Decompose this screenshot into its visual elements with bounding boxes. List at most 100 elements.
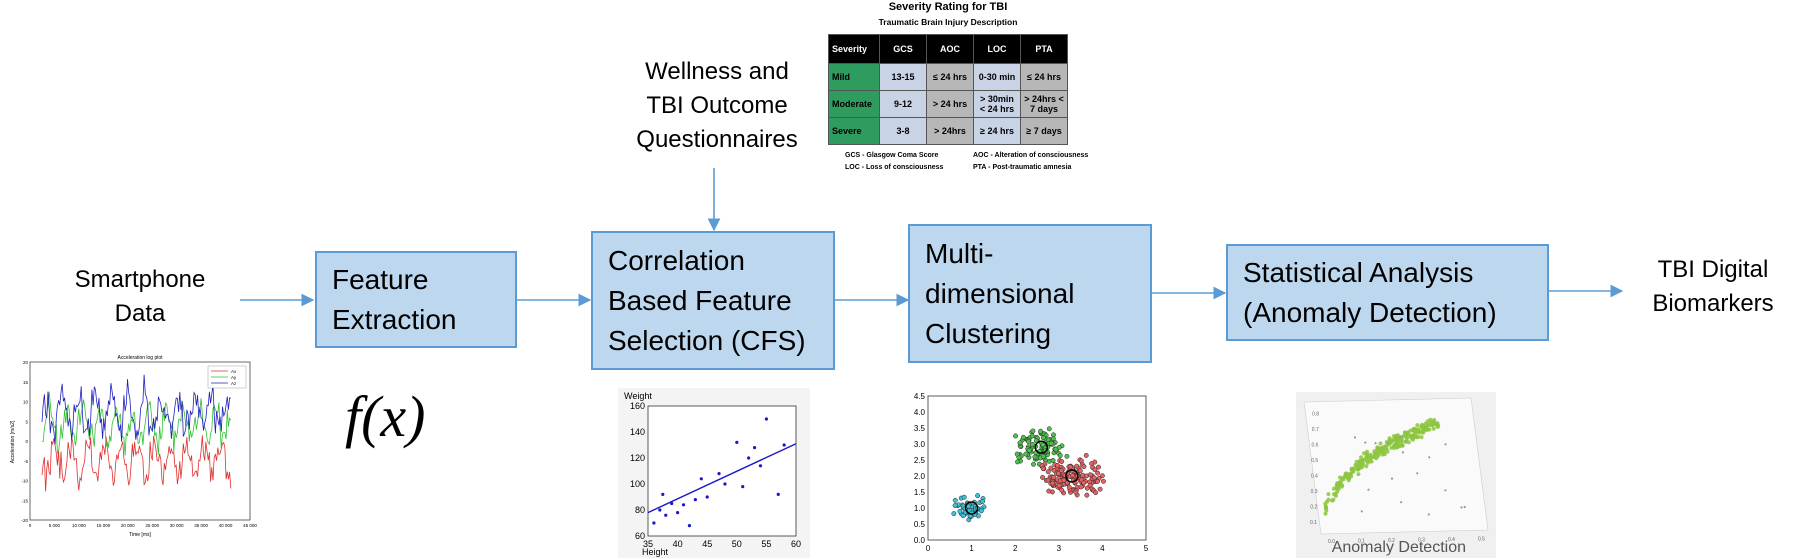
cluster-ytick-label: 4.5 [914,392,926,401]
cluster-xtick-label: 2 [1013,544,1018,553]
table-header-cell: AOC [926,34,974,64]
anomaly-point [1370,455,1375,460]
cluster-point [1023,451,1029,457]
hw-point [652,521,656,525]
hw-ytick-label: 140 [630,427,645,437]
cluster-point [1038,428,1044,434]
anomaly-ytick-label: 0.7 [1312,427,1319,433]
anomaly-ytick-label: 0.3 [1311,489,1318,495]
anomaly-outlier-point [1390,477,1394,480]
anomaly-point [1422,427,1427,432]
cluster-point [1026,439,1031,445]
anomaly-point [1326,492,1331,497]
table-cell: Mild [828,63,880,91]
cluster-xtick-label: 4 [1100,544,1105,553]
hw-xtick-label: 60 [791,539,801,549]
hw-point [687,524,692,528]
anomaly-point [1350,470,1355,475]
severity-notes: GCS - Glasgow Coma Score AOC - Alteratio… [845,150,1088,174]
anomaly-xtick-label: 0.4 [1448,537,1455,543]
anomaly-point [1392,443,1397,448]
accel-series-line [41,374,231,445]
cluster-point [1066,484,1072,490]
anomaly-point [1373,451,1378,456]
anomaly-point [1388,438,1393,443]
anomaly-point [1435,423,1440,428]
cluster-point [1048,440,1054,446]
cluster-point [1061,477,1067,483]
anomaly-outlier-point [1427,513,1430,516]
cluster-point [1096,464,1101,470]
accel-plot-ylabel: Acceleration [m/s2] [10,420,16,463]
hw-point [723,482,727,486]
anomaly-point [1411,435,1416,440]
accel-ytick-label: -5 [24,459,28,464]
cluster-point [1050,474,1056,480]
hw-xtick-label: 50 [732,539,742,549]
function-formula: f(x) [345,384,426,449]
cluster-point [951,511,957,517]
anomaly-point [1332,492,1336,497]
hw-xtick-label: 55 [761,539,771,549]
height-weight-scatter: Weight Height 35 40 45 50 55 60 60 80 100 120 140 1… [618,388,810,558]
cluster-point [1078,458,1084,464]
hw-point [658,508,662,512]
cluster-point [957,508,963,514]
cfs-box: Correlation Based Feature Selection (CFS… [591,231,835,370]
anomaly-outlier-point [1404,440,1407,443]
smartphone-data-label: Smartphone Data [74,266,206,327]
accel-legend-label: Ax [231,369,237,374]
cluster-point [1056,444,1062,450]
hw-point [681,503,686,507]
hw-point [693,498,697,502]
note-loc: LOC - Loss of consciousness [845,164,944,171]
cluster-ytick-label: 1.5 [914,488,926,497]
anomaly-point [1343,473,1348,478]
hw-ytick-label: 80 [635,505,645,515]
accel-xtick-label: 35 000 [194,523,208,528]
anomaly-point [1356,465,1361,470]
anomaly-point [1353,463,1358,467]
cluster-point [1059,487,1065,493]
table-row: Mild 13-15 ≤ 24 hrs 0-30 min ≤ 24 hrs [828,63,1068,91]
cluster-point [1095,479,1100,484]
clustering-box: Multi- dimensional Clustering [908,224,1152,363]
table-cell: 3-8 [879,117,927,145]
cluster-point [1045,469,1051,475]
cluster-point [1073,489,1079,495]
anomaly-point [1405,433,1410,438]
anomaly-point [1349,466,1354,471]
accel-ytick-label: -10 [21,479,28,484]
note-gcs: GCS - Glasgow Coma Score [845,152,939,159]
anomaly-caption: Anomaly Detection [1332,539,1466,556]
cluster-point [1091,475,1097,481]
cluster-point [1050,436,1056,442]
anomaly-point [1367,454,1372,459]
anomaly-point [1366,460,1370,465]
cluster-ytick-label: 1.0 [914,504,926,513]
anomaly-point [1384,446,1388,451]
hw-ytick-label: 120 [630,453,645,463]
accel-series-line [41,435,232,492]
cluster-point [1083,453,1089,458]
table-cell: 0-30 min [973,63,1021,91]
anomaly-outlier-point [1460,506,1463,509]
anomaly-outlier-point [1444,489,1447,492]
cluster-point [1070,472,1075,478]
cluster-point [1084,485,1090,491]
cluster-point [1050,457,1056,463]
cluster-point [1087,472,1093,478]
anomaly-point [1380,452,1385,457]
anomaly-point [1426,422,1431,427]
accel-plot-xlabel: Time [ms] [129,532,151,538]
anomaly-point [1419,435,1424,440]
table-cell: ≥ 24 hrs [973,117,1021,145]
table-header-cell: LOC [973,34,1021,64]
table-row: Severe 3-8 > 24hrs ≥ 24 hrs ≥ 7 days [828,117,1068,145]
table-row: Moderate 9-12 > 24 hrs > 30min < 24 hrs … [828,90,1068,118]
anomaly-point [1385,449,1390,454]
hw-point [752,446,757,450]
cluster-point [1078,484,1084,490]
severity-table-subtitle: Traumatic Brain Injury Description [878,17,1018,27]
cluster-ytick-label: 2.5 [914,456,926,465]
